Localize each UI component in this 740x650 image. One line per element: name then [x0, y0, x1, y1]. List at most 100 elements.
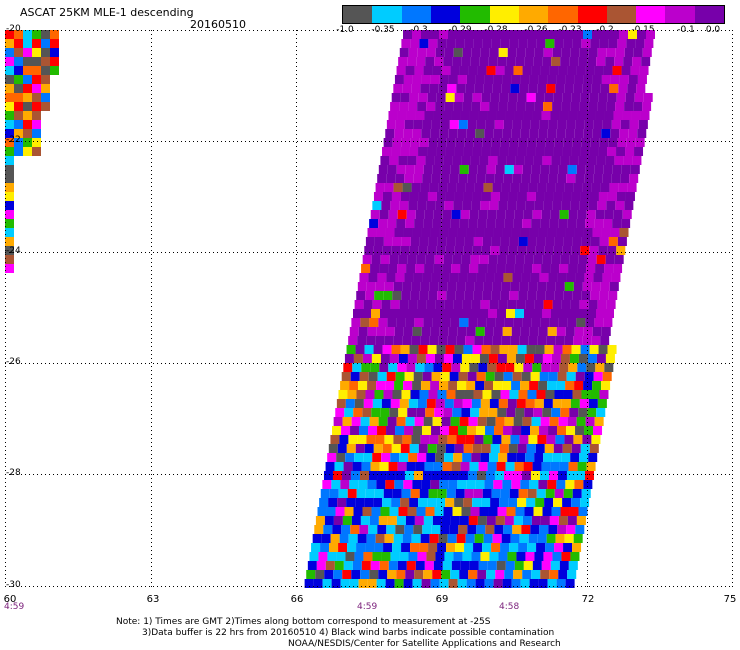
- wind-cell: [586, 363, 596, 372]
- wind-cell: [563, 138, 573, 147]
- wind-cell: [545, 291, 555, 300]
- wind-cell: [436, 444, 446, 453]
- wind-cell: [458, 372, 468, 381]
- wind-cell: [584, 273, 594, 282]
- wind-cell: [32, 57, 41, 66]
- wind-cell: [445, 444, 455, 453]
- wind-cell: [502, 579, 512, 588]
- wind-cell: [32, 147, 41, 156]
- wind-cell: [462, 48, 472, 57]
- wind-cell: [406, 210, 416, 219]
- wind-cell: [363, 300, 373, 309]
- wind-cell: [516, 102, 526, 111]
- wind-cell: [434, 354, 444, 363]
- wind-cell: [519, 534, 529, 543]
- wind-cell: [540, 570, 550, 579]
- wind-cell: [583, 129, 593, 138]
- wind-cell: [399, 201, 409, 210]
- wind-cell: [593, 426, 603, 435]
- wind-cell: [362, 354, 372, 363]
- wind-cell: [512, 120, 522, 129]
- wind-cell: [587, 255, 597, 264]
- wind-cell: [429, 84, 439, 93]
- wind-cell: [599, 237, 609, 246]
- wind-cell: [418, 444, 428, 453]
- wind-cell: [368, 426, 378, 435]
- wind-cell: [417, 48, 427, 57]
- wind-cell: [523, 264, 533, 273]
- wind-cell: [382, 147, 392, 156]
- wind-cell: [542, 408, 552, 417]
- wind-cell: [387, 570, 397, 579]
- wind-cell: [380, 309, 389, 318]
- wind-cell: [573, 534, 583, 543]
- wind-cell: [603, 165, 613, 174]
- wind-cell: [373, 345, 383, 354]
- wind-cell: [32, 75, 41, 84]
- wind-cell: [348, 435, 358, 444]
- wind-cell: [475, 381, 485, 390]
- wind-cell: [23, 111, 32, 120]
- wind-cell: [612, 165, 622, 174]
- wind-cell: [463, 498, 473, 507]
- wind-cell: [577, 111, 587, 120]
- wind-cell: [548, 426, 558, 435]
- longitude-label: 72: [581, 594, 595, 605]
- wind-cell: [450, 516, 460, 525]
- wind-cell: [525, 399, 535, 408]
- wind-cell: [554, 543, 564, 552]
- wind-cell: [535, 345, 545, 354]
- wind-cell: [513, 570, 523, 579]
- wind-cell: [487, 363, 497, 372]
- wind-cell: [497, 57, 507, 66]
- wind-cell: [521, 426, 531, 435]
- wind-cell: [473, 39, 483, 48]
- wind-cell: [514, 462, 524, 471]
- wind-cell: [5, 264, 14, 273]
- wind-cell: [426, 552, 436, 561]
- wind-cell: [462, 102, 472, 111]
- wind-cell: [610, 129, 620, 138]
- wind-cell: [531, 66, 541, 75]
- wind-cell: [396, 66, 406, 75]
- wind-cell: [580, 498, 590, 507]
- wind-cell: [388, 210, 398, 219]
- wind-cell: [572, 291, 582, 300]
- wind-cell: [476, 273, 486, 282]
- wind-cell: [610, 75, 620, 84]
- wind-cell: [397, 462, 407, 471]
- wind-cell: [637, 30, 646, 39]
- wind-cell: [618, 183, 628, 192]
- wind-cell: [481, 192, 491, 201]
- wind-cell: [605, 57, 615, 66]
- wind-cell: [407, 408, 417, 417]
- wind-cell: [570, 201, 580, 210]
- wind-cell: [613, 264, 623, 273]
- wind-cell: [14, 48, 23, 57]
- wind-cell: [538, 228, 548, 237]
- wind-cell: [455, 543, 465, 552]
- wind-cell: [388, 561, 398, 570]
- wind-cell: [516, 300, 526, 309]
- wind-cell: [563, 489, 573, 498]
- wind-cell: [499, 498, 509, 507]
- wind-cell: [515, 156, 525, 165]
- wind-cell: [580, 93, 590, 102]
- wind-cell: [443, 255, 453, 264]
- wind-cell: [446, 138, 456, 147]
- wind-cell: [427, 246, 437, 255]
- wind-cell: [364, 246, 374, 255]
- wind-cell: [602, 120, 612, 129]
- colorbar-swatch: [430, 6, 461, 23]
- wind-cell: [356, 291, 366, 300]
- wind-cell: [436, 498, 446, 507]
- wind-cell: [486, 570, 496, 579]
- wind-cell: [519, 282, 529, 291]
- wind-cell: [382, 444, 392, 453]
- wind-cell: [574, 381, 584, 390]
- wind-cell: [428, 390, 438, 399]
- wind-cell: [376, 480, 386, 489]
- wind-cell: [473, 291, 483, 300]
- wind-cell: [423, 417, 433, 426]
- wind-cell: [544, 444, 554, 453]
